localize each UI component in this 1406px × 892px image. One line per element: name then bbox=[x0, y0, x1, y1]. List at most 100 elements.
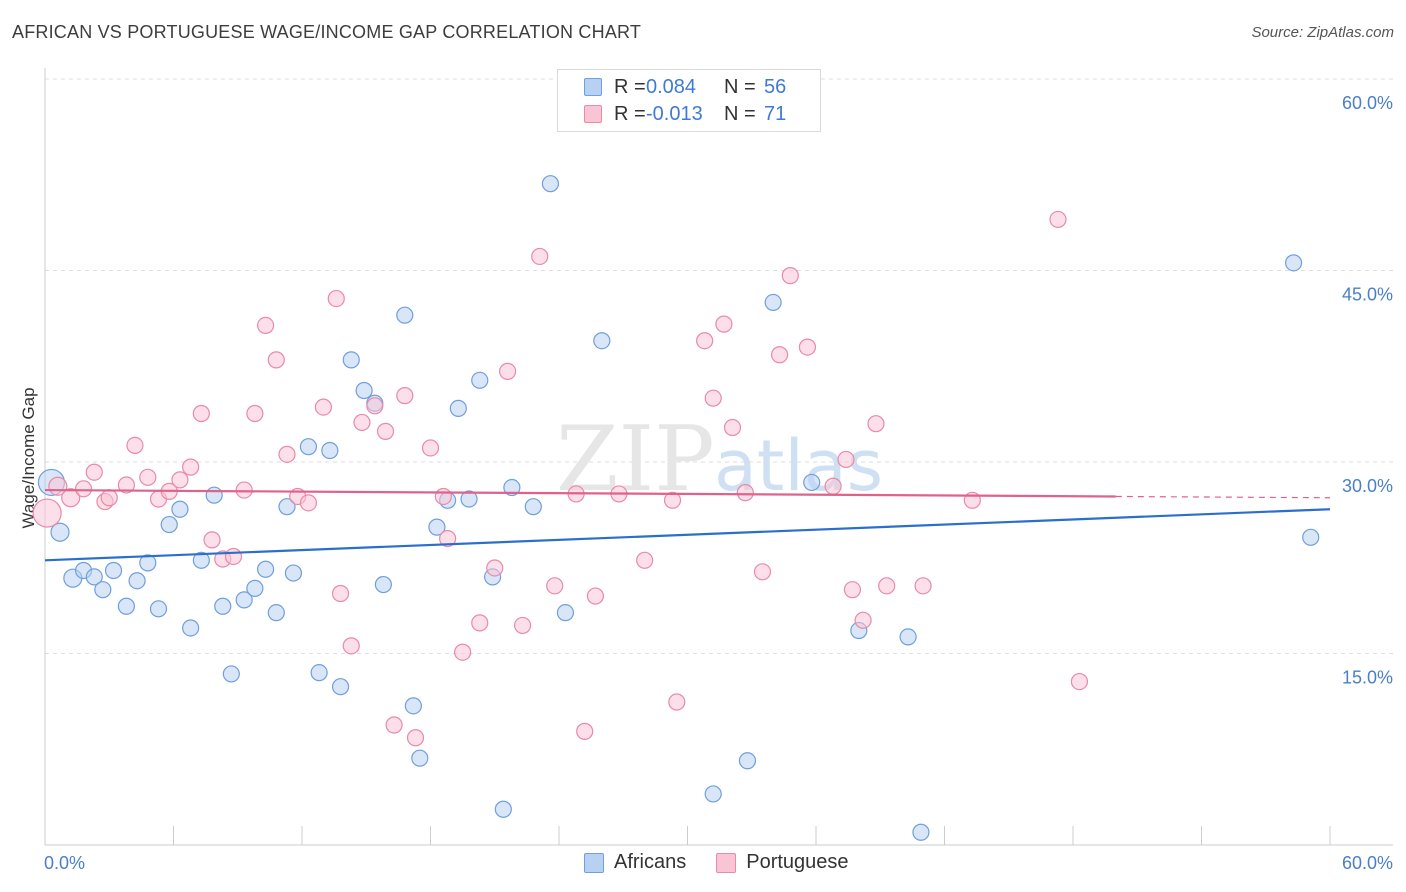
legend-label-portuguese: Portuguese bbox=[746, 851, 849, 873]
africans-point bbox=[912, 823, 930, 841]
y-tick-labels: 15.0% 30.0% 45.0% 60.0% bbox=[1342, 93, 1393, 688]
y-tick-label: 15.0% bbox=[1342, 668, 1393, 688]
x-tick-max: 60.0% bbox=[1342, 853, 1393, 873]
portuguese-point bbox=[327, 289, 345, 308]
africans-point bbox=[374, 575, 392, 594]
africans-trend-line bbox=[44, 508, 1331, 562]
legend-row-africans: R = 0.084 N = 56 bbox=[584, 74, 804, 100]
africans-point bbox=[246, 579, 264, 597]
portuguese-point bbox=[499, 362, 517, 380]
portuguese-point bbox=[171, 471, 189, 489]
africans-point bbox=[494, 800, 512, 818]
africans-point bbox=[256, 560, 275, 578]
portuguese-point bbox=[486, 559, 504, 577]
africans-point bbox=[160, 515, 178, 534]
y-axis-label: Wage/Income Gap bbox=[19, 387, 38, 528]
r-value: -0.013 bbox=[646, 102, 703, 125]
portuguese-point bbox=[256, 316, 275, 334]
portuguese-swatch bbox=[716, 852, 737, 873]
portuguese-trend-extension bbox=[1115, 495, 1331, 499]
portuguese-point bbox=[139, 468, 157, 486]
africans-point bbox=[428, 518, 446, 536]
africans-point bbox=[50, 522, 70, 542]
watermark: ZIP atlas bbox=[556, 407, 883, 512]
portuguese-point bbox=[663, 491, 682, 509]
portuguese-point bbox=[61, 488, 81, 508]
portuguese-point bbox=[74, 480, 93, 498]
africans-point bbox=[104, 561, 123, 580]
africans-swatch bbox=[584, 852, 604, 873]
portuguese-point bbox=[636, 551, 654, 569]
africans-point bbox=[471, 371, 489, 389]
portuguese-point bbox=[246, 404, 264, 423]
africans-point bbox=[149, 600, 168, 618]
portuguese-point bbox=[513, 616, 532, 635]
portuguese-point bbox=[342, 637, 360, 655]
portuguese-point bbox=[353, 413, 371, 432]
series-legend: Africans Portuguese bbox=[584, 851, 879, 874]
r-value: 0.084 bbox=[646, 75, 697, 98]
portuguese-point bbox=[824, 477, 842, 495]
portuguese-point bbox=[696, 332, 714, 350]
portuguese-point bbox=[1049, 210, 1067, 229]
portuguese-point bbox=[837, 450, 855, 469]
portuguese-point bbox=[1070, 672, 1089, 691]
africans-point bbox=[310, 664, 328, 682]
africans-point bbox=[205, 486, 223, 504]
y-tick-label: 45.0% bbox=[1342, 285, 1393, 305]
africans-point bbox=[556, 604, 575, 622]
legend-item-africans[interactable]: Africans bbox=[584, 851, 686, 874]
y-tick-label: 60.0% bbox=[1342, 93, 1393, 113]
portuguese-point bbox=[32, 498, 62, 528]
africans-point bbox=[524, 498, 542, 516]
trend-lines bbox=[44, 488, 1331, 562]
grid-lines bbox=[45, 78, 1393, 654]
africans-point bbox=[803, 473, 821, 492]
portuguese-point bbox=[117, 476, 135, 494]
portuguese-point bbox=[224, 547, 243, 566]
portuguese-point bbox=[736, 484, 754, 502]
legend-row-portuguese: R = -0.013 N = 71 bbox=[584, 101, 804, 127]
n-value: 56 bbox=[764, 75, 787, 98]
portuguese-point bbox=[314, 398, 333, 416]
portuguese-point bbox=[531, 247, 549, 266]
africans-point bbox=[355, 381, 373, 400]
africans-point bbox=[214, 597, 232, 615]
portuguese-point bbox=[576, 722, 594, 740]
africans-point bbox=[85, 568, 103, 586]
portuguese-point bbox=[267, 351, 285, 369]
africans-point bbox=[1302, 528, 1320, 546]
africans-point bbox=[117, 597, 135, 615]
africans-point bbox=[593, 332, 611, 350]
africans-point bbox=[342, 351, 360, 369]
portuguese-point bbox=[878, 577, 896, 595]
n-value: 71 bbox=[764, 102, 787, 125]
africans-point bbox=[139, 554, 157, 572]
africans-point bbox=[503, 478, 521, 497]
africans-point bbox=[235, 591, 253, 609]
portuguese-point bbox=[235, 481, 253, 499]
correlation-legend: R = 0.084 N = 56 R = -0.013 N = 71 bbox=[557, 69, 821, 132]
africans-point bbox=[267, 604, 285, 622]
africans-point bbox=[128, 572, 146, 590]
africans-point bbox=[321, 441, 339, 460]
africans-point bbox=[460, 490, 478, 508]
africans-point bbox=[541, 175, 560, 193]
legend-item-portuguese[interactable]: Portuguese bbox=[716, 851, 849, 874]
africans-point bbox=[299, 438, 318, 456]
portuguese-point bbox=[854, 611, 872, 629]
africans-point bbox=[449, 399, 467, 417]
africans-point bbox=[764, 293, 782, 312]
portuguese-point bbox=[203, 531, 221, 549]
legend-label-africans: Africans bbox=[614, 851, 687, 873]
n-label: N = bbox=[724, 102, 756, 125]
africans-point bbox=[284, 564, 303, 582]
portuguese-point bbox=[546, 577, 564, 595]
portuguese-point bbox=[376, 422, 395, 440]
portuguese-point bbox=[586, 587, 605, 605]
y-tick-label: 30.0% bbox=[1342, 476, 1393, 496]
africans-point bbox=[182, 619, 200, 637]
africans-point bbox=[222, 665, 240, 683]
axes bbox=[44, 68, 1393, 846]
